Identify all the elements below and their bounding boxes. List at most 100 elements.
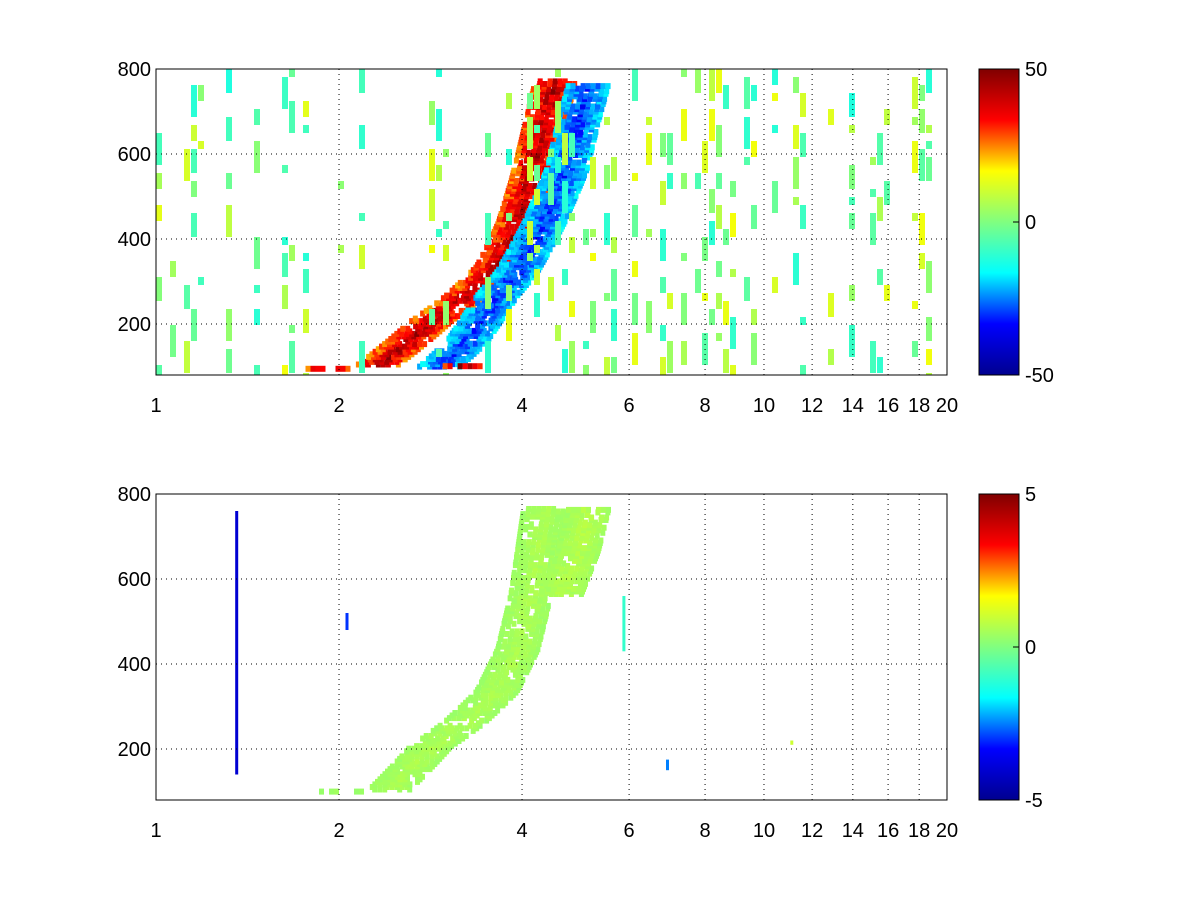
heat-cell: [606, 506, 611, 513]
colorbar-gradient: [979, 69, 1019, 375]
heat-cell: [319, 788, 324, 795]
heat-cell: [709, 69, 715, 101]
heat-cell: [611, 357, 617, 373]
heat-cell: [534, 189, 540, 205]
heat-cell: [544, 167, 550, 174]
heat-cell: [529, 193, 535, 200]
heat-cell: [534, 551, 540, 558]
x-tick-label: 16: [877, 820, 899, 842]
heat-cell: [191, 309, 197, 341]
heat-cell: [509, 208, 515, 215]
heat-cell: [569, 126, 574, 133]
heat-cell: [521, 185, 527, 192]
heat-cell: [226, 117, 232, 141]
heat-cell: [254, 285, 260, 293]
heat-cell: [417, 363, 423, 370]
heat-cell: [585, 141, 591, 148]
heat-cell: [359, 788, 364, 795]
heat-cell: [551, 238, 557, 245]
heat-cell: [531, 572, 537, 579]
heat-cell: [884, 109, 890, 125]
heat-cell: [506, 309, 512, 341]
heat-cell: [501, 200, 507, 207]
heat-cell: [681, 293, 687, 325]
heat-cell: [329, 788, 334, 795]
heat-cell: [406, 745, 412, 752]
heat-cell: [525, 605, 531, 612]
heat-cell: [919, 149, 925, 181]
heat-cell: [457, 722, 463, 729]
heat-cell: [549, 213, 555, 220]
heat-cell: [475, 720, 481, 727]
heat-cell: [548, 277, 554, 301]
heat-cell: [466, 327, 472, 334]
heat-cell: [191, 213, 197, 237]
heat-cell: [573, 180, 579, 186]
heat-cell: [599, 514, 605, 521]
heat-cell: [667, 293, 673, 309]
heat-cell: [372, 781, 378, 788]
heat-cell: [507, 595, 513, 602]
heat-cell: [537, 78, 543, 85]
heat-cell: [436, 349, 442, 357]
x-tick-label: 6: [624, 820, 635, 842]
heat-cell: [465, 343, 470, 350]
heat-cell: [475, 322, 481, 329]
heat-cell: [611, 269, 617, 301]
heat-cell: [522, 228, 528, 235]
heat-cell: [541, 103, 547, 110]
heat-cell: [500, 206, 506, 212]
heat-cell: [536, 506, 542, 512]
heat-cell: [849, 285, 855, 301]
heat-cell: [490, 656, 496, 663]
x-tick-label: 18: [908, 395, 930, 417]
heat-cell: [422, 315, 428, 322]
heat-cell: [516, 279, 522, 286]
heat-cell: [560, 162, 566, 169]
heat-cell: [532, 183, 538, 189]
heat-cell: [567, 195, 573, 202]
heat-cell: [523, 633, 529, 640]
heat-cell: [565, 83, 571, 90]
colorbar-tick-label: 0: [1025, 212, 1036, 234]
heat-cell: [518, 613, 524, 620]
heat-cell: [604, 293, 610, 301]
heat-cell: [531, 506, 537, 512]
heat-cell: [517, 636, 523, 642]
heat-cell: [436, 69, 442, 77]
heat-cell: [660, 357, 666, 375]
heat-cell: [391, 353, 397, 360]
heat-cell: [449, 287, 455, 294]
heat-cell: [567, 113, 573, 120]
heat-cell: [561, 560, 567, 567]
heat-cell: [470, 727, 476, 734]
heat-cell: [447, 345, 453, 352]
heat-cell: [570, 103, 575, 110]
heat-cell: [567, 154, 573, 161]
heat-cell: [793, 125, 799, 149]
heat-cell: [681, 69, 687, 77]
heat-cell: [439, 300, 445, 307]
heat-cell: [574, 534, 580, 541]
heat-cell: [485, 133, 491, 157]
heat-cell: [485, 277, 491, 309]
heat-cell: [511, 569, 517, 576]
heat-cell: [546, 573, 552, 580]
heat-cell: [511, 167, 517, 174]
heat-cell: [471, 290, 477, 297]
heat-cell: [555, 325, 561, 341]
heat-cell: [442, 363, 448, 370]
heat-cell: [495, 707, 501, 714]
heat-cell: [533, 613, 539, 620]
heat-cell: [575, 550, 580, 557]
heat-cell: [444, 725, 450, 732]
heat-cell: [555, 101, 561, 133]
heat-cell: [435, 735, 441, 742]
heat-cell: [505, 605, 511, 612]
heat-cell: [470, 267, 476, 274]
heat-cell: [598, 537, 604, 544]
heat-cell: [583, 365, 589, 375]
heat-cell: [424, 763, 430, 770]
heat-cell: [532, 531, 538, 538]
